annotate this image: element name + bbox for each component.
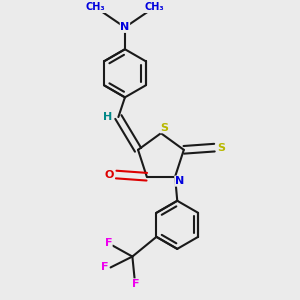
Text: N: N	[120, 22, 130, 32]
Text: S: S	[160, 123, 168, 133]
Text: O: O	[105, 169, 114, 179]
Text: F: F	[132, 279, 140, 289]
Text: CH₃: CH₃	[85, 2, 105, 12]
Text: H: H	[103, 112, 112, 122]
Text: F: F	[105, 238, 112, 248]
Text: F: F	[101, 262, 109, 272]
Text: N: N	[175, 176, 184, 186]
Text: CH₃: CH₃	[145, 2, 164, 12]
Text: S: S	[217, 142, 225, 153]
